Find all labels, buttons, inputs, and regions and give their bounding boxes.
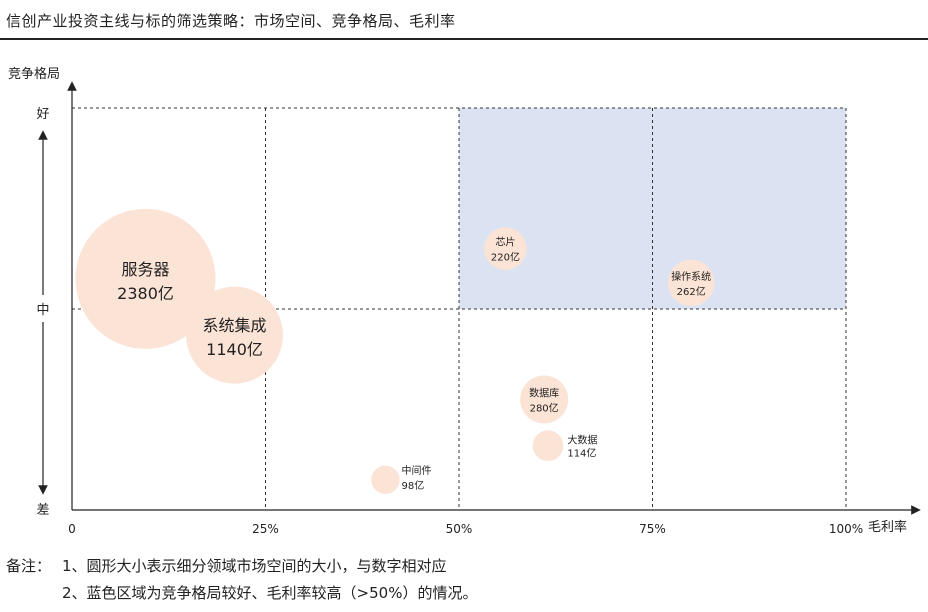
bubble: [186, 286, 283, 384]
bubble-name: 中间件: [401, 464, 431, 477]
bubble-name: 操作系统: [671, 270, 711, 283]
note-line-1: 1、圆形大小表示细分领域市场空间的大小，与数字相对应: [62, 557, 447, 575]
page-title: 信创产业投资主线与标的筛选策略：市场空间、竞争格局、毛利率: [6, 12, 456, 30]
y-axis-label: 竞争格局: [8, 66, 60, 82]
x-tick-label: 75%: [639, 522, 666, 536]
y-tick-label: 差: [36, 503, 49, 518]
bubble-name: 系统集成: [203, 316, 267, 335]
notes-prefix: 备注：: [6, 557, 52, 575]
y-tick-label: 好: [36, 107, 49, 122]
bubble: [532, 430, 564, 462]
bubble-name: 大数据: [567, 434, 597, 447]
x-tick-label: 100%: [829, 522, 863, 536]
bubble-name: 数据库: [529, 386, 559, 399]
bubble-value: 262亿: [677, 285, 706, 298]
x-tick-label: 50%: [446, 522, 473, 536]
x-axis-label: 毛利率: [868, 519, 907, 535]
bubble-value: 98亿: [401, 479, 424, 492]
bubble-value: 1140亿: [206, 340, 263, 359]
bubble: [484, 227, 527, 270]
bubble-value: 280亿: [530, 401, 559, 414]
bubble: [371, 465, 400, 495]
bubble: [667, 259, 715, 307]
title-divider: [0, 38, 928, 40]
y-tick-label: 中: [36, 303, 49, 318]
bubble-value: 114亿: [567, 447, 596, 460]
bubble-value: 220亿: [491, 251, 520, 264]
x-tick-label: 25%: [252, 522, 279, 536]
note-line-2: 2、蓝色区域为竞争格局较好、毛利率较高（>50%）的情况。: [62, 584, 478, 602]
bubble: [75, 208, 216, 349]
bubble-name: 芯片: [495, 236, 515, 249]
bubble-name: 服务器: [122, 260, 170, 279]
bubble-value: 2380亿: [117, 284, 174, 303]
x-tick-label: 0: [68, 522, 76, 536]
bubble: [520, 375, 569, 424]
highlight-region: [459, 108, 846, 309]
